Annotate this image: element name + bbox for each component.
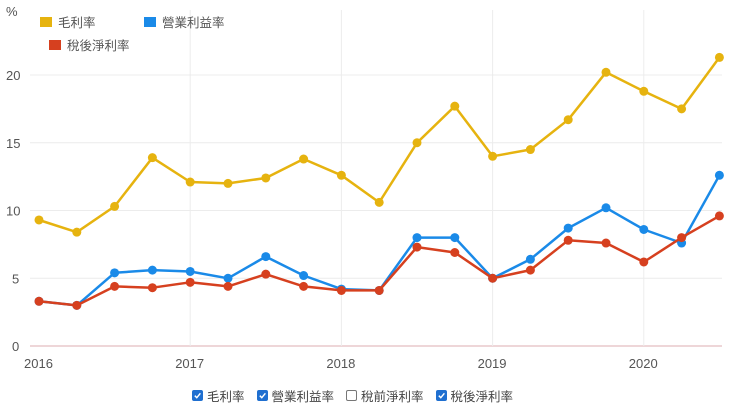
series-lines [34, 52, 724, 310]
data-point[interactable] [601, 203, 611, 213]
data-point[interactable] [374, 285, 384, 295]
legend: 毛利率 營業利益率 稅後淨利率 [40, 15, 225, 53]
data-point[interactable] [34, 215, 44, 225]
legend-item-gross-margin[interactable]: 毛利率 [40, 15, 96, 30]
data-point[interactable] [261, 269, 271, 279]
data-point[interactable] [72, 227, 82, 237]
toggle-gross-margin[interactable]: 毛利率 [192, 386, 245, 405]
y-tick-label: 15 [6, 136, 20, 151]
data-point[interactable] [223, 273, 233, 283]
data-point[interactable] [563, 235, 573, 245]
data-point[interactable] [450, 248, 460, 258]
data-point[interactable] [525, 145, 535, 155]
data-point[interactable] [223, 178, 233, 188]
series-path [38, 174, 721, 307]
data-point[interactable] [147, 153, 157, 163]
data-point[interactable] [450, 233, 460, 243]
series-toggle-bar: 毛利率 營業利益率 稅前淨利率 稅後淨利率 [192, 385, 525, 405]
legend-swatch-icon [144, 17, 156, 27]
data-point[interactable] [299, 154, 309, 164]
data-point[interactable] [299, 271, 309, 281]
data-point[interactable] [261, 252, 271, 262]
data-point[interactable] [110, 201, 120, 211]
toggle-label: 營業利益率 [271, 388, 335, 404]
y-tick-label: 0 [12, 339, 19, 354]
checkbox-unchecked-icon[interactable] [346, 389, 358, 401]
y-tick-label: 10 [6, 204, 20, 219]
toggle-label: 毛利率 [207, 388, 245, 404]
toggle-operating-margin[interactable]: 營業利益率 [256, 386, 335, 405]
checkbox-checked-icon[interactable] [256, 389, 268, 401]
data-point[interactable] [261, 173, 271, 183]
y-tick-label: 20 [6, 68, 20, 83]
data-point[interactable] [677, 233, 687, 243]
data-point[interactable] [110, 281, 120, 291]
data-point[interactable] [525, 265, 535, 275]
data-point[interactable] [374, 197, 384, 207]
data-point[interactable] [639, 86, 649, 96]
x-tick-label: 2018 [326, 356, 355, 371]
x-tick-label: 2020 [629, 356, 658, 371]
data-point[interactable] [639, 224, 649, 234]
legend-label: 毛利率 [58, 15, 96, 30]
data-point[interactable] [185, 177, 195, 187]
toggle-net-margin[interactable]: 稅後淨利率 [435, 386, 514, 405]
data-point[interactable] [336, 285, 346, 295]
data-point[interactable] [563, 115, 573, 125]
toggle-pretax-margin[interactable]: 稅前淨利率 [346, 386, 424, 405]
legend-item-operating-margin[interactable]: 營業利益率 [144, 15, 225, 30]
data-point[interactable] [677, 104, 687, 114]
x-tick-label: 2016 [24, 356, 53, 371]
data-point[interactable] [185, 277, 195, 287]
checkbox-checked-icon[interactable] [192, 389, 203, 401]
data-point[interactable] [601, 238, 611, 248]
data-point[interactable] [299, 281, 309, 291]
legend-swatch-icon [49, 40, 61, 50]
legend-label: 稅後淨利率 [67, 38, 130, 53]
data-point[interactable] [110, 268, 120, 278]
data-point[interactable] [563, 223, 573, 233]
data-point[interactable] [525, 254, 535, 264]
data-point[interactable] [336, 170, 346, 180]
data-point[interactable] [34, 296, 44, 306]
data-point[interactable] [450, 101, 460, 111]
data-point[interactable] [223, 281, 233, 291]
data-point[interactable] [185, 266, 195, 276]
data-point[interactable] [412, 138, 422, 148]
series-line [34, 211, 724, 310]
data-point[interactable] [72, 300, 82, 310]
data-point[interactable] [412, 233, 422, 243]
axes: % 0 5 10 15 20 2016 2017 2018 2019 2020 [6, 4, 658, 371]
data-point[interactable] [714, 52, 724, 62]
x-tick-label: 2019 [478, 356, 507, 371]
data-point[interactable] [714, 211, 724, 221]
series-line [34, 52, 724, 237]
data-point[interactable] [412, 242, 422, 252]
checkbox-checked-icon[interactable] [435, 389, 447, 401]
data-point[interactable] [714, 170, 724, 180]
data-point[interactable] [488, 151, 498, 161]
data-point[interactable] [488, 273, 498, 283]
toggle-label: 稅前淨利率 [361, 388, 424, 404]
legend-item-net-margin[interactable]: 稅後淨利率 [49, 38, 130, 53]
data-point[interactable] [601, 67, 611, 77]
data-point[interactable] [147, 265, 157, 275]
toggle-label: 稅後淨利率 [450, 388, 514, 404]
x-tick-label: 2017 [175, 356, 204, 371]
y-tick-label: 5 [12, 271, 19, 286]
grid-lines [30, 10, 722, 347]
data-point[interactable] [147, 283, 157, 293]
legend-label: 營業利益率 [162, 15, 225, 30]
y-axis-unit: % [6, 4, 18, 19]
legend-swatch-icon [40, 17, 52, 27]
data-point[interactable] [639, 257, 649, 267]
